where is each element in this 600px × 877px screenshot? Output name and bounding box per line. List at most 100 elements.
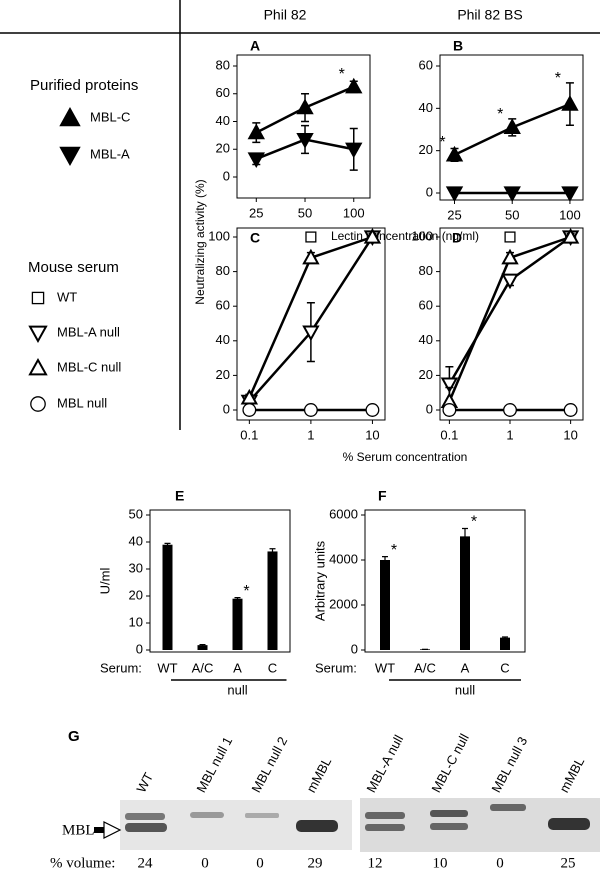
marker	[302, 325, 320, 342]
y-tick-label: 40	[216, 332, 230, 347]
y-tick-label: 0	[426, 401, 433, 416]
bar	[460, 536, 470, 650]
column-title: Phil 82	[264, 7, 307, 23]
marker	[503, 403, 517, 417]
error-bar	[502, 636, 508, 639]
marker	[563, 403, 578, 417]
y-axis-label: Arbitrary units	[312, 540, 327, 621]
error-bar	[234, 597, 241, 600]
error-bar	[462, 527, 468, 545]
x-tick-label: 1	[307, 427, 314, 442]
y-tick-label: 50	[129, 506, 143, 521]
panel-label: E	[175, 488, 184, 504]
group-label: null	[455, 682, 475, 697]
marker	[345, 77, 363, 94]
y-axis-label: U/ml	[97, 568, 112, 595]
marker	[59, 106, 81, 127]
marker	[561, 95, 579, 111]
column-title: Phil 82 BS	[457, 7, 522, 23]
lane-label: mMBL	[303, 755, 334, 795]
marker	[305, 231, 317, 243]
gel-band	[125, 813, 165, 820]
bar	[500, 637, 510, 650]
legend-label: MBL-A null	[57, 324, 120, 339]
x-axis-label: % Serum concentration	[343, 450, 468, 464]
legend-label: MBL-C	[90, 109, 130, 124]
bar	[267, 551, 278, 650]
y-tick-label: 40	[216, 113, 230, 128]
y-tick-label: 0	[351, 641, 358, 656]
significance: *	[497, 106, 503, 123]
x-tick-label: WT	[375, 660, 395, 675]
gel-band	[430, 823, 468, 830]
y-tick-label: 100	[208, 228, 230, 243]
x-tick-label: 1	[506, 427, 513, 442]
significance: *	[391, 542, 397, 559]
x-tick-label: A/C	[414, 660, 436, 675]
marker	[442, 403, 457, 417]
y-tick-label: 60	[216, 298, 230, 313]
significance: *	[439, 134, 445, 151]
plot-frame	[364, 509, 526, 653]
lane-label: WT	[133, 770, 156, 795]
marker	[28, 325, 48, 344]
x-tick-label: WT	[157, 660, 177, 675]
volume-value: 25	[561, 855, 576, 871]
marker	[345, 142, 363, 159]
y-tick-label: 40	[129, 533, 143, 548]
marker	[303, 403, 318, 417]
marker	[440, 377, 459, 394]
volume-value: 0	[496, 855, 504, 871]
gel-band	[365, 812, 405, 819]
x-tick-label: 50	[298, 205, 312, 220]
plot-frame	[439, 227, 584, 421]
y-tick-label: 0	[223, 168, 230, 183]
x-tick-label: A	[233, 660, 242, 675]
marker	[302, 248, 320, 265]
x-tick-label: C	[268, 660, 277, 675]
lane-label: MBL null 3	[488, 734, 530, 795]
marker	[561, 227, 580, 244]
gel-band	[490, 804, 526, 811]
marker	[501, 248, 519, 265]
x-tick-label: 50	[505, 207, 519, 222]
lane-label: MBL-C null	[428, 731, 471, 795]
error-bar	[199, 644, 206, 646]
y-tick-label: 6000	[329, 506, 358, 521]
y-tick-label: 4000	[329, 551, 358, 566]
marker	[503, 118, 521, 134]
y-tick-label: 80	[419, 263, 433, 278]
gel-band	[296, 820, 338, 832]
volume-value: 0	[201, 855, 209, 871]
y-tick-label: 30	[129, 560, 143, 575]
x-axis-label: Serum:	[315, 660, 357, 675]
band-marker-label: MBL	[62, 822, 95, 838]
legend-title: Purified proteins	[30, 77, 138, 94]
marker	[504, 231, 516, 243]
x-tick-label: 0.1	[440, 427, 458, 442]
significance: *	[555, 70, 561, 87]
panel-label: C	[250, 230, 260, 246]
group-label: null	[227, 682, 247, 697]
volume-value: 29	[308, 855, 323, 871]
marker	[296, 132, 314, 149]
marker	[247, 152, 265, 169]
lane-label: mMBL	[556, 755, 587, 795]
x-tick-label: C	[500, 660, 509, 675]
marker	[28, 357, 48, 376]
y-axis-label: Neutralizing activity (%)	[193, 179, 207, 304]
bar	[380, 560, 390, 650]
panel-label: D	[452, 230, 462, 246]
marker	[445, 145, 464, 162]
marker	[242, 403, 257, 417]
y-tick-label: 2000	[329, 596, 358, 611]
significance: *	[339, 66, 345, 83]
y-tick-label: 100	[411, 228, 433, 243]
panel-label: F	[378, 488, 387, 504]
y-tick-label: 0	[136, 641, 143, 656]
x-tick-label: 0.1	[240, 427, 258, 442]
lane-label: MBL null 2	[248, 734, 290, 795]
legend-label: WT	[57, 289, 77, 304]
y-tick-label: 20	[419, 367, 433, 382]
